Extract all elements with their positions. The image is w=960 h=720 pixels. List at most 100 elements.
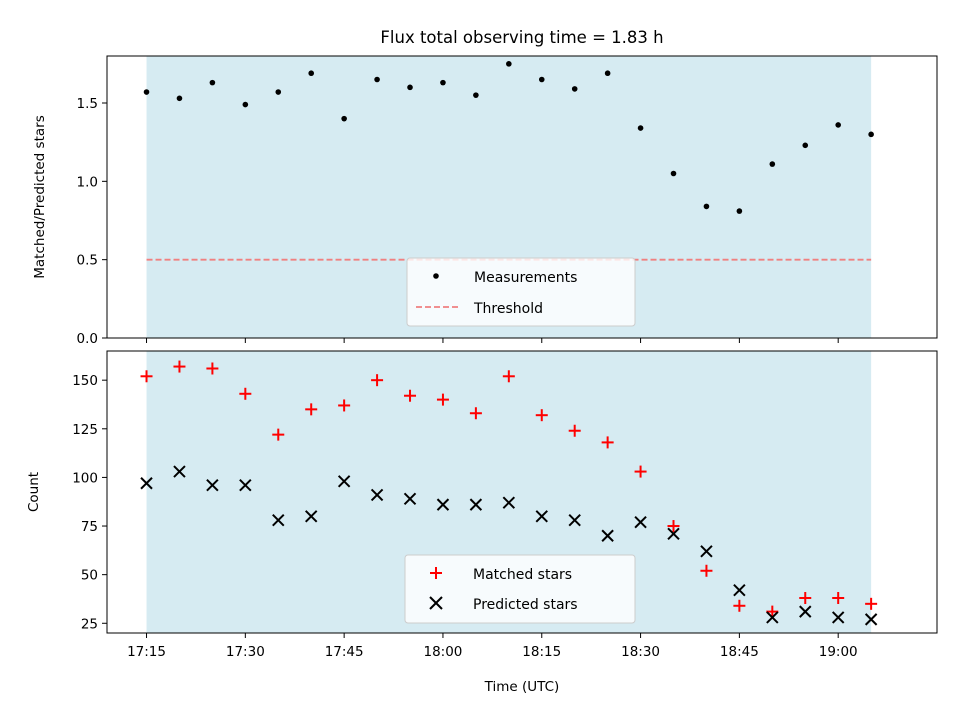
measurement-point: [209, 79, 216, 86]
predicted-star-point: [733, 584, 746, 597]
measurement-point: [538, 76, 545, 83]
x-tick-label: 18:30: [621, 644, 660, 660]
matched-star-point: [799, 591, 812, 604]
predicted-star-point: [272, 513, 285, 527]
legend-box-top: [406, 257, 636, 327]
predicted-star-point: [864, 613, 878, 626]
legend-label-predicted: Predicted stars: [473, 597, 578, 613]
x-tick-label: 17:45: [325, 644, 364, 660]
matched-star-point: [667, 520, 680, 533]
predicted-star-point: [206, 478, 219, 492]
predicted-star-point: [799, 605, 812, 618]
measurement-point: [440, 79, 446, 86]
y-tick-label-top: 0.0: [77, 331, 98, 347]
predicted-star-point: [173, 465, 186, 478]
measurement-point: [802, 142, 809, 149]
y-tick-label-bottom: 50: [81, 568, 98, 584]
measurement-point: [374, 76, 380, 83]
y-axis-label-top: Matched/Predicted stars: [32, 115, 48, 278]
measurement-points: [143, 61, 874, 214]
predicted-star-point: [535, 510, 548, 523]
x-axis-bottom: 17:15 17:30 17:45 18:00 18:15 18:30 18:45 19:00: [127, 633, 858, 660]
legend-bottom: Matched stars Predicted stars: [404, 554, 636, 624]
matched-star-point: [272, 428, 285, 441]
measurement-point: [736, 208, 743, 214]
matched-star-point: [700, 564, 713, 577]
measurement-point: [571, 86, 578, 92]
y-tick-label-bottom: 125: [72, 422, 98, 438]
legend-label-measurements: Measurements: [474, 270, 577, 286]
x-tick-label: 17:15: [127, 644, 166, 660]
predicted-star-point: [502, 496, 516, 509]
x-axis-label: Time (UTC): [484, 679, 560, 695]
panel-ratio: 0.0 0.5 1.0 1.5 Flux total observing time =…: [32, 28, 938, 347]
matched-star-point: [502, 370, 515, 383]
matched-star-point: [766, 605, 779, 618]
predicted-star-point: [601, 529, 614, 542]
x-tick-label: 18:15: [522, 644, 561, 660]
matched-star-point: [338, 399, 351, 412]
x-tick-label: 17:30: [226, 644, 265, 660]
predicted-star-point: [403, 492, 417, 506]
count-points: [140, 360, 878, 626]
y-axis-label-bottom: Count: [26, 472, 42, 512]
matched-star-point: [568, 424, 581, 437]
legend-marker-matched: [430, 567, 442, 579]
x-ticks-top: [146, 338, 839, 343]
y-tick-label-bottom: 75: [81, 519, 98, 535]
matched-star-point: [733, 599, 746, 612]
predicted-star-point: [831, 611, 845, 624]
matched-star-point: [371, 374, 384, 387]
measurement-point: [604, 70, 611, 77]
predicted-star-point: [667, 527, 680, 541]
predicted-star-point: [304, 510, 318, 523]
measurement-point: [341, 115, 347, 122]
measurement-point: [242, 101, 249, 108]
measurement-point: [473, 92, 479, 98]
matched-star-point: [239, 387, 252, 400]
measurement-point: [835, 122, 841, 128]
y-tick-label-top: 1.0: [77, 174, 98, 190]
y-axis-top: 0.0 0.5 1.0 1.5: [77, 96, 107, 347]
legend-box-bottom: [404, 554, 636, 624]
x-tick-label: 18:45: [720, 644, 759, 660]
matched-star-point: [634, 465, 647, 478]
matched-star-point: [832, 591, 845, 604]
y-tick-label-bottom: 100: [72, 470, 98, 486]
matched-star-point: [535, 409, 548, 422]
y-tick-label-top: 1.5: [77, 96, 98, 112]
x-tick-label: 19:00: [819, 644, 858, 660]
predicted-star-point: [700, 545, 713, 558]
chart-title: Flux total observing time = 1.83 h: [380, 28, 663, 47]
measurement-point: [670, 170, 677, 177]
y-tick-label-bottom: 150: [72, 373, 98, 389]
measurement-point: [637, 125, 644, 131]
legend-marker-predicted: [429, 596, 443, 610]
predicted-star-point: [568, 513, 581, 527]
predicted-star-point: [436, 498, 450, 511]
predicted-star-point: [634, 515, 647, 529]
matched-star-point: [140, 370, 153, 383]
axes-frame-bottom: [106, 350, 938, 634]
measurement-point: [308, 70, 315, 77]
legend-label-threshold: Threshold: [473, 301, 543, 317]
predicted-star-point: [766, 611, 779, 624]
matched-star-point: [601, 436, 614, 449]
legend-top: Measurements Threshold: [406, 257, 636, 327]
predicted-star-point: [337, 475, 351, 488]
measurement-point: [506, 61, 512, 67]
measurement-point: [868, 131, 874, 138]
predicted-star-point: [140, 477, 153, 490]
legend-marker-measurements: [433, 273, 439, 279]
matched-star-point: [404, 389, 417, 402]
measurement-point: [769, 161, 776, 167]
axes-frame-top: [106, 55, 938, 339]
matched-star-point: [865, 597, 878, 610]
measurement-point: [407, 84, 413, 91]
measurement-point: [703, 203, 710, 210]
panel-counts: 25 50 75 100 125 150 17:15 17:30 17:45 18:00 18:1…: [26, 350, 938, 695]
measurement-point: [275, 89, 282, 95]
y-axis-bottom: 25 50 75 100 125 150: [72, 373, 107, 632]
matched-star-point: [206, 362, 219, 375]
